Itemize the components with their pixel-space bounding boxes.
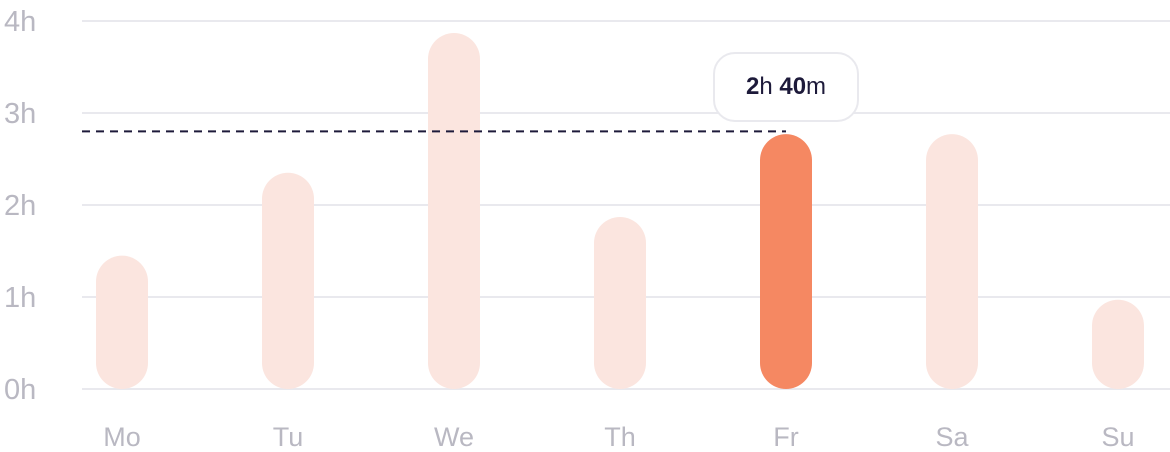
tooltip-minutes: 40 (779, 73, 807, 100)
bar-highlighted (760, 134, 812, 389)
y-tick-label: 2h (4, 190, 36, 222)
x-tick-label: Th (604, 422, 636, 452)
tooltip-hours: 2 (745, 73, 760, 100)
x-tick-label: We (434, 422, 474, 452)
bar (96, 255, 148, 389)
y-tick-label: 3h (4, 98, 36, 130)
x-tick-label: Sa (935, 422, 969, 452)
x-tick-label: Tu (273, 422, 304, 452)
bar (1092, 299, 1144, 389)
y-tick-label: 0h (4, 374, 36, 406)
y-axis-ticks: 0h 1h 2h 3h 4h (4, 6, 36, 406)
bars (96, 32, 1144, 390)
tooltip-minutes-unit: m (806, 73, 827, 100)
bar (428, 32, 480, 390)
x-tick-label: Mo (103, 422, 141, 452)
x-axis-ticks: Mo Tu We Th Fr Sa Su (103, 422, 1134, 452)
tooltip-hours-unit: h (759, 73, 773, 100)
x-tick-label: Fr (773, 422, 798, 452)
bar (262, 172, 314, 389)
y-tick-label: 1h (4, 282, 36, 314)
bar (594, 216, 646, 389)
y-tick-label: 4h (4, 6, 36, 38)
x-tick-label: Su (1101, 422, 1134, 452)
bar (926, 134, 978, 389)
